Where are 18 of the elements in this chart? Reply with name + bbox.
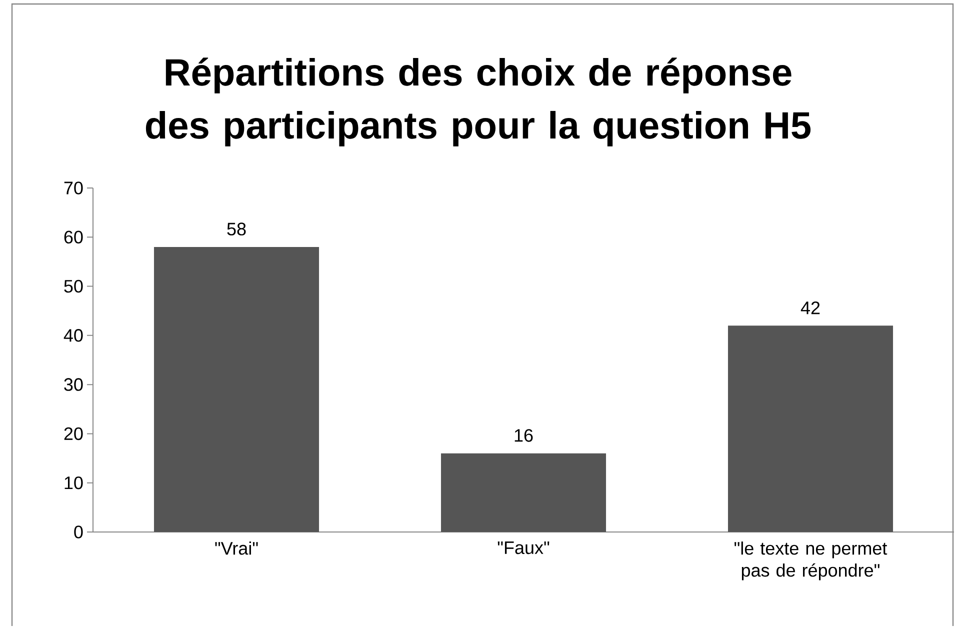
y-tick-label: 40	[64, 329, 83, 342]
data-label: 42	[800, 302, 820, 314]
y-tick-label: 0	[74, 526, 83, 539]
y-tick-label: 50	[64, 280, 83, 293]
bar	[728, 326, 894, 532]
y-tick-label: 30	[64, 378, 83, 392]
bar	[154, 247, 320, 532]
chart-title: Répartitions des choix de réponse des participants pour la question H5	[146, 58, 811, 147]
x-tick-label: "Faux"	[498, 542, 550, 554]
x-tick-label: "Vrai"	[215, 542, 258, 555]
y-tick-label: 60	[64, 230, 83, 244]
data-label: 58	[227, 222, 246, 236]
data-label: 16	[514, 429, 533, 442]
bar	[440, 454, 606, 532]
y-tick-label: 70	[64, 182, 83, 195]
y-tick-label: 20	[64, 428, 83, 440]
y-tick-label: 10	[64, 476, 83, 490]
x-tick-label: "le texte ne permet pas de répondre"	[734, 542, 888, 581]
